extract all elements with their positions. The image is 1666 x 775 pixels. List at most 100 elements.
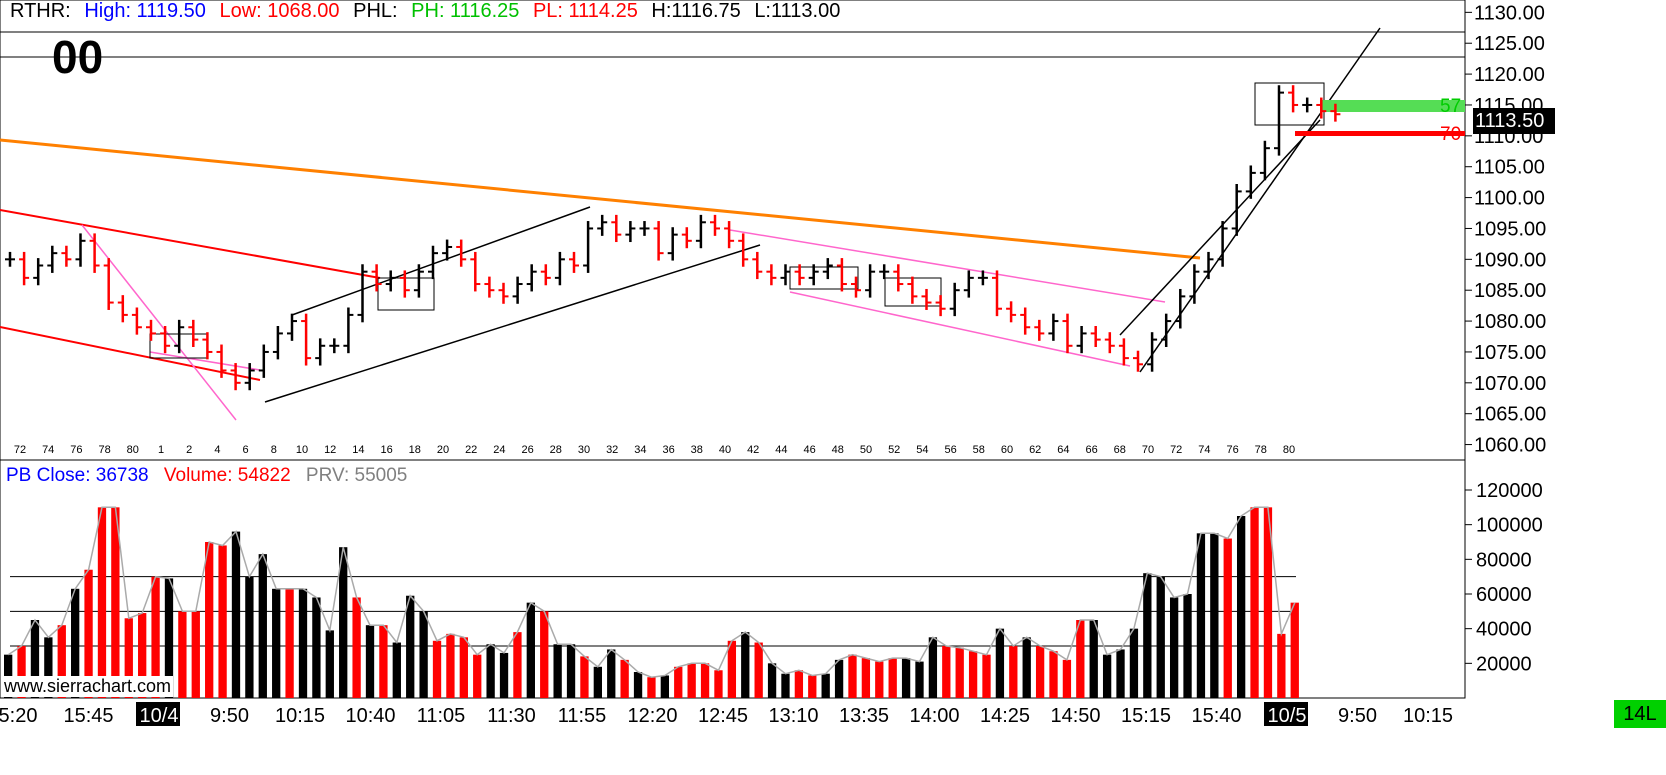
volume-bar <box>17 646 26 698</box>
price-tick-label: 1090.00 <box>1474 249 1546 271</box>
volume-bar <box>942 646 951 698</box>
bar-index-label: 60 <box>1001 444 1013 456</box>
volume-bar <box>1143 573 1152 698</box>
bar-index-label: 10 <box>296 444 308 456</box>
volume-bar <box>473 654 482 698</box>
bar-index-label: 26 <box>521 444 533 456</box>
price-bar <box>301 313 312 366</box>
time-label: 15:15 <box>1121 705 1171 727</box>
price-bar <box>794 264 805 286</box>
price-bar <box>1133 350 1143 372</box>
volume-bar <box>687 663 696 698</box>
time-label: 10/5 <box>1268 705 1307 727</box>
volume-bar <box>955 647 964 698</box>
volume-bar <box>1049 651 1058 698</box>
phl-label: PHL: <box>353 0 398 22</box>
price-bar <box>75 233 86 267</box>
time-label: 14:00 <box>909 705 959 727</box>
price-bar <box>498 282 509 304</box>
time-label: 13:35 <box>839 705 889 727</box>
bar-index-label: 50 <box>860 444 872 456</box>
price-bar <box>89 233 100 273</box>
price-bars <box>5 85 1341 391</box>
bar-index-label: 22 <box>465 444 477 456</box>
volume-bar <box>995 628 1005 698</box>
price-bar <box>1217 221 1228 267</box>
volume-tick-label: 120000 <box>1476 480 1543 502</box>
volume-bar <box>1102 654 1112 698</box>
bar-index-label: 12 <box>324 444 336 456</box>
volume-bar <box>1022 637 1031 698</box>
current-price-box: 1113.50 <box>1473 108 1555 134</box>
ph-label: PH: 1116.25 <box>411 0 520 22</box>
level-label: 70 <box>1440 124 1461 145</box>
volume-bar <box>848 654 857 698</box>
volume-bar <box>754 642 763 698</box>
volume-bar <box>674 666 683 698</box>
volume-bar <box>647 677 656 698</box>
volume-bar <box>1210 533 1219 698</box>
bar-index-label: 8 <box>271 444 277 456</box>
price-bar <box>597 214 608 236</box>
volume-bar <box>499 652 509 698</box>
bar-index-label: 6 <box>243 444 249 456</box>
volume-bar <box>566 644 576 698</box>
price-bar <box>470 251 481 292</box>
price-bar <box>188 319 199 348</box>
black-channel-line <box>264 244 761 403</box>
price-bar <box>456 239 467 267</box>
bar-index-label: 48 <box>832 444 844 456</box>
price-bar <box>1189 264 1200 304</box>
prv-line <box>7 506 1296 678</box>
red-channel-line <box>0 326 261 381</box>
bar-index-label: 2 <box>186 444 192 456</box>
time-label: 14:25 <box>980 705 1030 727</box>
pink-channel-line <box>789 291 1131 367</box>
bar-index-label: 72 <box>1170 444 1182 456</box>
price-bar <box>822 258 833 280</box>
price-bar <box>695 214 706 249</box>
price-tick-label: 1075.00 <box>1474 342 1546 364</box>
upper-level-band <box>1320 100 1465 112</box>
bar-index-label: 34 <box>634 444 646 456</box>
price-bar <box>893 264 904 292</box>
price-bar <box>287 313 297 341</box>
bar-index-label: 44 <box>775 444 787 456</box>
bar-index-label: 36 <box>662 444 674 456</box>
price-bar <box>977 270 988 286</box>
bar-index-label: 64 <box>1057 444 1069 456</box>
price-bar <box>851 276 861 298</box>
volume-bar <box>1156 576 1165 698</box>
price-bar <box>413 264 424 298</box>
bar-index-label: 68 <box>1114 444 1126 456</box>
price-bar <box>836 258 847 292</box>
volume-bar <box>513 632 522 698</box>
price-bar <box>653 221 664 261</box>
price-bar <box>1020 307 1031 335</box>
price-bar <box>724 221 735 249</box>
bar-index-label: 24 <box>493 444 505 456</box>
black-channel-line <box>291 206 591 316</box>
price-bar <box>1288 85 1299 113</box>
price-tick-label: 1120.00 <box>1474 64 1545 86</box>
time-label: 10:15 <box>275 705 325 727</box>
volume-bar <box>432 640 442 698</box>
price-bar <box>681 227 692 249</box>
pink-channel-line <box>729 229 1166 303</box>
volume-bar <box>1236 516 1246 698</box>
price-bar <box>1330 103 1341 122</box>
time-label: 11:30 <box>487 705 536 727</box>
price-bar <box>272 326 283 360</box>
time-label: 14:50 <box>1050 705 1100 727</box>
price-bar <box>569 251 579 273</box>
bar-index-label: 62 <box>1029 444 1041 456</box>
price-bar <box>258 344 269 378</box>
time-label: 9:50 <box>1338 705 1377 727</box>
price-bar <box>202 332 213 360</box>
price-bar <box>315 338 326 366</box>
price-bar <box>1062 313 1073 354</box>
bar-index-label: 32 <box>606 444 618 456</box>
bar-index-label: 78 <box>1255 444 1267 456</box>
